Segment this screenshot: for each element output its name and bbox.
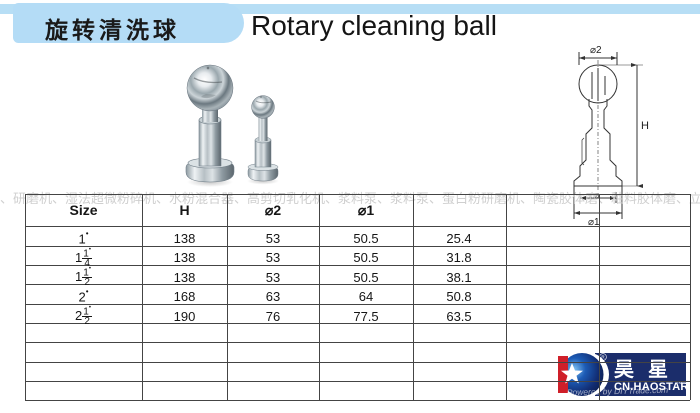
svg-text:H: H — [641, 120, 649, 132]
svg-text:⌀2: ⌀2 — [590, 45, 602, 56]
